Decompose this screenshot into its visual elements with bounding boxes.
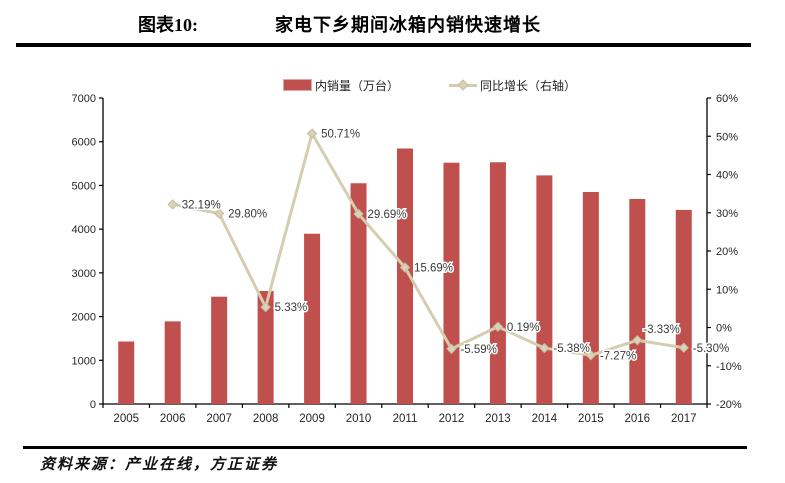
left-axis-tick-label: 1000: [72, 355, 96, 367]
right-axis-tick-label: 0%: [716, 323, 732, 335]
bar-2015: [582, 191, 599, 404]
right-axis-tick-label: 30%: [716, 208, 738, 220]
left-axis-tick-label: 7000: [72, 93, 96, 105]
data-label-2008: 5.33%: [275, 302, 308, 314]
data-label-2010: 29.69%: [368, 209, 407, 221]
right-axis-tick-label: 50%: [716, 131, 738, 143]
bar-2006: [164, 321, 181, 404]
source-note: 资料来源：产业在线，方正证券: [40, 457, 279, 473]
bar-2016: [629, 198, 646, 404]
right-axis-tick-label: -20%: [716, 399, 742, 411]
bar-2017: [675, 209, 692, 404]
line-marker-2011: [399, 262, 411, 273]
left-axis-tick-label: 4000: [72, 224, 96, 236]
bar-2005: [118, 341, 135, 404]
top-rule-divider: [16, 43, 751, 47]
x-axis-year-label: 2010: [346, 413, 372, 425]
bar-2007: [211, 296, 228, 404]
line-marker-2006: [167, 199, 178, 210]
line-marker-2008: [260, 301, 271, 313]
line-marker-2014: [539, 342, 550, 354]
x-axis-year-label: 2011: [393, 413, 418, 425]
line-marker-2015: [585, 350, 597, 361]
bar-2010: [350, 183, 367, 404]
x-axis-year-label: 2015: [578, 413, 604, 425]
x-axis-year-label: 2006: [160, 413, 186, 425]
line-marker-2012: [446, 343, 457, 355]
right-axis-tick-label: 40%: [716, 170, 738, 182]
bar-2008: [257, 290, 274, 404]
line-marker-2007: [213, 208, 225, 219]
bottom-rule-divider: [23, 446, 747, 449]
data-label-2016: -3.33%: [643, 324, 679, 336]
line-marker-2016: [632, 335, 643, 346]
chart-title: 家电下乡期间冰箱内销快速增长: [275, 15, 541, 35]
line-marker-2013: [492, 321, 504, 332]
data-label-2006: 32.19%: [182, 199, 221, 211]
data-label-2007: 29.80%: [228, 209, 267, 221]
left-axis-tick-label: 0: [90, 399, 96, 411]
left-axis-tick-label: 2000: [72, 312, 96, 324]
data-label-2014: -5.38%: [553, 343, 589, 355]
bar-2011: [397, 148, 413, 404]
x-axis-year-label: 2017: [671, 413, 697, 425]
legend-line-label: 同比增长（右轴）: [480, 78, 577, 93]
growth-line: [172, 132, 685, 357]
bar-2009: [304, 233, 321, 404]
right-axis-tick-label: -10%: [716, 361, 742, 373]
legend-bar-label: 内销量（万台）: [315, 78, 400, 93]
data-label-2012: -5.59%: [460, 344, 496, 356]
bar-2012: [443, 162, 460, 404]
x-axis-year-label: 2013: [485, 413, 511, 425]
bar-2014: [536, 175, 553, 404]
data-label-2015: -7.27%: [600, 350, 636, 362]
data-label-2017: -5.30%: [693, 343, 729, 355]
line-marker-2017: [678, 342, 689, 353]
legend-line-marker-icon: [449, 78, 477, 92]
data-label-2011: 15.69%: [414, 262, 453, 274]
x-axis-year-label: 2009: [299, 413, 325, 425]
x-axis-year-label: 2008: [253, 413, 279, 425]
left-axis-tick-label: 3000: [72, 268, 96, 280]
right-axis-tick-label: 20%: [716, 246, 738, 258]
right-axis-tick-label: 10%: [716, 284, 738, 296]
legend-bar-swatch-icon: [283, 79, 312, 91]
data-label-2009: 50.71%: [321, 129, 360, 141]
x-axis-year-label: 2005: [113, 413, 139, 425]
data-label-2013: 0.19%: [507, 322, 540, 334]
x-axis-year-label: 2007: [206, 413, 232, 425]
x-axis-year-label: 2016: [625, 413, 651, 425]
left-axis-tick-label: 5000: [72, 180, 96, 192]
legend-item-line: 同比增长（右轴）: [449, 78, 577, 93]
legend-item-bar: 内销量（万台）: [283, 78, 400, 93]
x-axis-year-label: 2014: [532, 413, 558, 425]
line-marker-2010: [353, 208, 364, 220]
chart-number-label: 图表10:: [138, 15, 198, 35]
line-marker-2009: [306, 128, 318, 139]
left-axis-tick-label: 6000: [72, 137, 96, 149]
bar-2013: [489, 162, 506, 404]
right-axis-tick-label: 60%: [716, 93, 738, 105]
x-axis-year-label: 2012: [439, 413, 465, 425]
